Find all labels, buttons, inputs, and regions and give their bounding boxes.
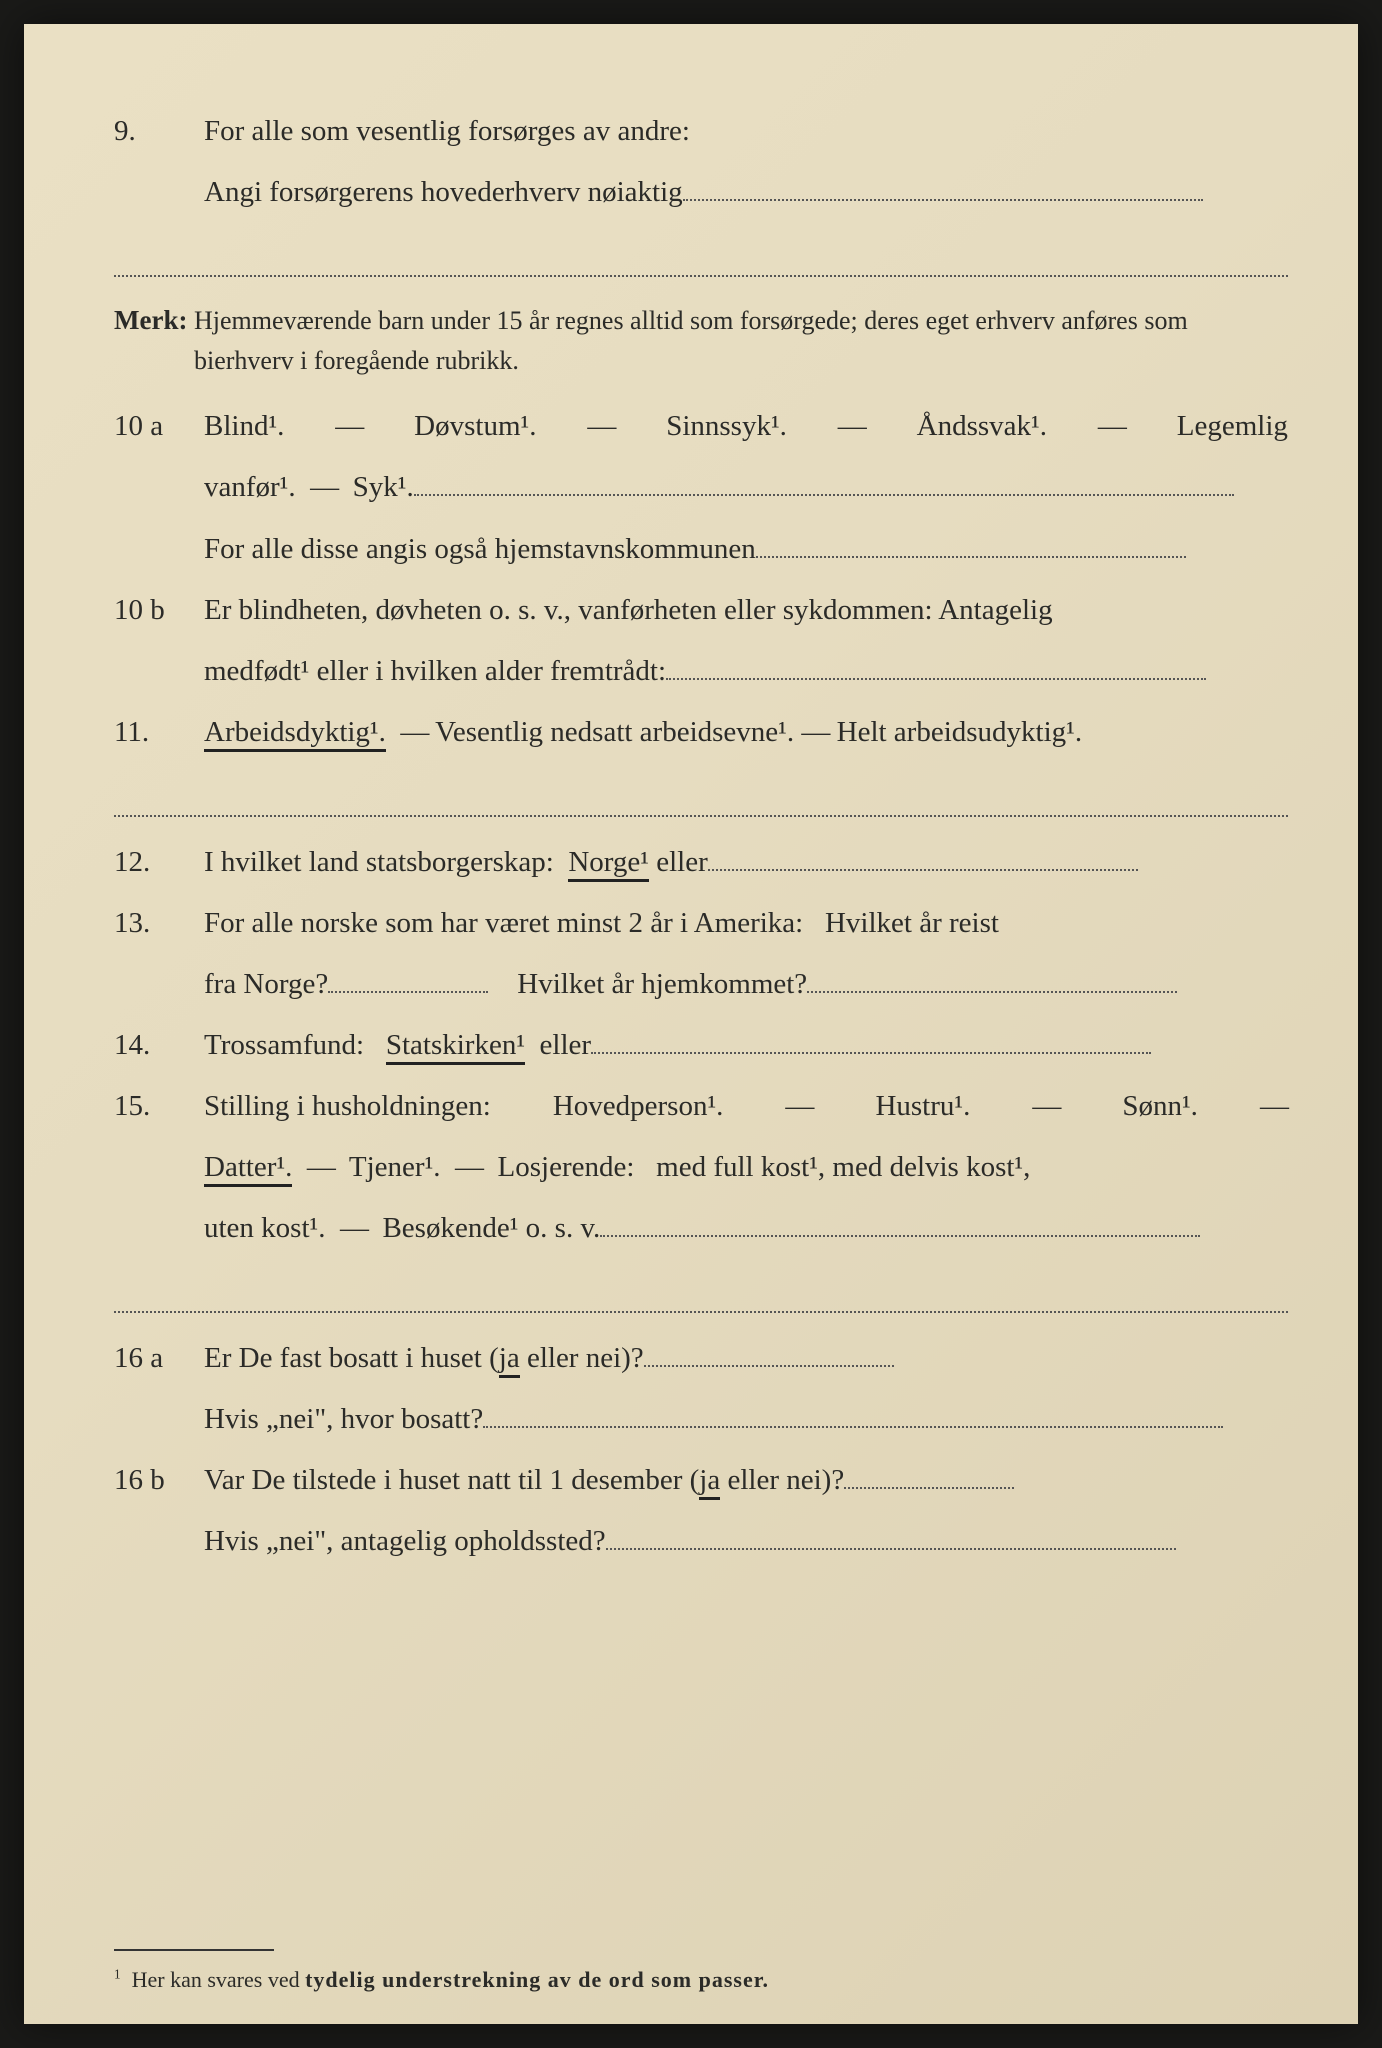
q15-line3: uten kost¹. — Besøkende¹ o. s. v. — [204, 1201, 1288, 1256]
q10b-row2: medfødt¹ eller i hvilken alder fremtrådt… — [114, 644, 1288, 699]
q10a-number: 10 a — [114, 399, 204, 454]
fill-line — [708, 869, 1138, 871]
merk-text: Hjemmeværende barn under 15 år regnes al… — [194, 301, 1288, 382]
separator-line — [114, 774, 1288, 817]
q9-number: 9. — [114, 104, 204, 159]
fill-line — [644, 1365, 894, 1367]
q16b-line1: Var De tilstede i huset natt til 1 desem… — [204, 1453, 1288, 1508]
q10a-row3: For alle disse angis også hjemstavnskomm… — [114, 522, 1288, 577]
q16a-line2: Hvis „nei", hvor bosatt? — [204, 1392, 1288, 1447]
q16b-number: 16 b — [114, 1453, 204, 1508]
q9-row1: 9. For alle som vesentlig forsørges av a… — [114, 104, 1288, 159]
q12-row: 12. I hvilket land statsborgerskap: Norg… — [114, 835, 1288, 890]
q10b-line2: medfødt¹ eller i hvilken alder fremtrådt… — [204, 644, 1288, 699]
q13-row1: 13. For alle norske som har været minst … — [114, 896, 1288, 951]
q9-line1: For alle som vesentlig forsørges av andr… — [204, 104, 1288, 159]
q11-row: 11. Arbeidsdyktig¹. — Vesentlig nedsatt … — [114, 705, 1288, 760]
footnote-rule — [114, 1949, 274, 1951]
fill-line — [328, 991, 488, 993]
fill-line — [844, 1487, 1014, 1489]
q10b-number: 10 b — [114, 583, 204, 638]
fill-line — [683, 199, 1203, 201]
q13-row2: fra Norge? Hvilket år hjemkommet? — [114, 957, 1288, 1012]
q15-line2: Datter¹. — Tjener¹. — Losjerende: med fu… — [204, 1140, 1288, 1195]
fill-line — [666, 678, 1206, 680]
q13-line1: For alle norske som har været minst 2 år… — [204, 896, 1288, 951]
footnote: 1 Her kan svares ved tydelig understrekn… — [114, 1959, 1288, 2001]
q15-row1: 15. Stilling i husholdningen: Hovedperso… — [114, 1079, 1288, 1134]
q10a-line1: Blind¹. — Døvstum¹. — Sinnssyk¹. — Åndss… — [204, 399, 1288, 454]
q10a-line3: For alle disse angis også hjemstavnskomm… — [204, 522, 1288, 577]
q10b-row1: 10 b Er blindheten, døvheten o. s. v., v… — [114, 583, 1288, 638]
q9-row2: Angi forsørgerens hovederhverv nøiaktig — [114, 165, 1288, 220]
merk-label: Merk: — [114, 295, 194, 346]
q14-answer: Statskirken¹ — [386, 1029, 525, 1065]
q14-row: 14. Trossamfund: Statskirken¹ eller — [114, 1018, 1288, 1073]
q9-line2: Angi forsørgerens hovederhverv nøiaktig — [204, 165, 1288, 220]
q12-content: I hvilket land statsborgerskap: Norge¹ e… — [204, 835, 1288, 890]
q16a-line1: Er De fast bosatt i huset (ja eller nei)… — [204, 1331, 1288, 1386]
q16b-row2: Hvis „nei", antagelig opholdssted? — [114, 1514, 1288, 1569]
fill-line — [600, 1235, 1200, 1237]
document-page: 9. For alle som vesentlig forsørges av a… — [24, 24, 1358, 2024]
fill-line — [483, 1426, 1223, 1428]
q16a-row2: Hvis „nei", hvor bosatt? — [114, 1392, 1288, 1447]
q11-number: 11. — [114, 705, 204, 760]
separator-line — [114, 234, 1288, 277]
q16b-row1: 16 b Var De tilstede i huset natt til 1 … — [114, 1453, 1288, 1508]
q16a-row1: 16 a Er De fast bosatt i huset (ja eller… — [114, 1331, 1288, 1386]
q10a-row1: 10 a Blind¹. — Døvstum¹. — Sinnssyk¹. — … — [114, 399, 1288, 454]
q16b-answer: ja — [699, 1464, 720, 1500]
fill-line — [606, 1548, 1176, 1550]
fill-line — [591, 1052, 1151, 1054]
q15-row2: Datter¹. — Tjener¹. — Losjerende: med fu… — [114, 1140, 1288, 1195]
fill-line — [807, 991, 1177, 993]
q15-line1: Stilling i husholdningen: Hovedperson¹. … — [204, 1079, 1288, 1134]
q10a-row2: vanfør¹. — Syk¹. — [114, 460, 1288, 515]
q13-number: 13. — [114, 896, 204, 951]
fill-line — [414, 494, 1234, 496]
q16a-answer: ja — [499, 1342, 520, 1378]
q11-content: Arbeidsdyktig¹. — Vesentlig nedsatt arbe… — [204, 705, 1288, 760]
q16a-number: 16 a — [114, 1331, 204, 1386]
merk-row: Merk: Hjemmeværende barn under 15 år reg… — [114, 295, 1288, 382]
q10a-line2: vanfør¹. — Syk¹. — [204, 460, 1288, 515]
q12-answer: Norge¹ — [568, 846, 649, 882]
q14-content: Trossamfund: Statskirken¹ eller — [204, 1018, 1288, 1073]
q12-number: 12. — [114, 835, 204, 890]
q16b-line2: Hvis „nei", antagelig opholdssted? — [204, 1514, 1288, 1569]
q14-number: 14. — [114, 1018, 204, 1073]
q15-answer: Datter¹. — [204, 1151, 292, 1187]
q10b-line1: Er blindheten, døvheten o. s. v., vanfør… — [204, 583, 1288, 638]
q11-answer: Arbeidsdyktig¹. — [204, 716, 386, 752]
q15-row3: uten kost¹. — Besøkende¹ o. s. v. — [114, 1201, 1288, 1256]
fill-line — [756, 556, 1186, 558]
q13-line2: fra Norge? Hvilket år hjemkommet? — [204, 957, 1288, 1012]
q15-number: 15. — [114, 1079, 204, 1134]
separator-line — [114, 1270, 1288, 1313]
